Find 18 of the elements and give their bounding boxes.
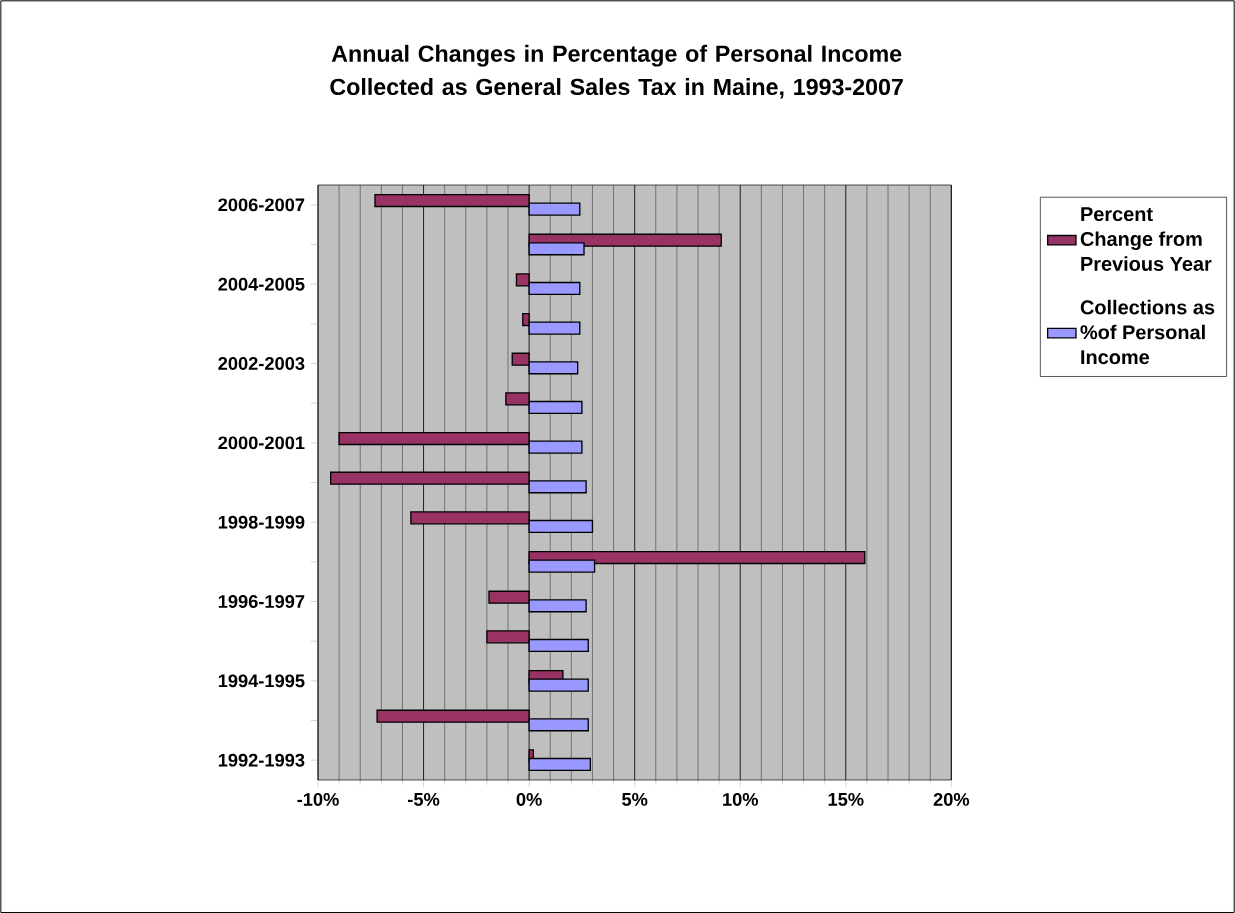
legend-label: Percent Change from Previous Year: [1080, 207, 1212, 271]
legend-label: Collections as %of Personal Income: [1080, 299, 1215, 365]
x-tick-label: -5%: [408, 792, 440, 806]
x-tick-label: 0%: [516, 792, 542, 806]
x-tick-label: 5%: [622, 792, 648, 806]
chart-title: Annual Changes in Percentage of Personal Income Collected as General Sales Tax in Maine, 1993-2007: [330, 44, 903, 99]
y-tick-label: 2002-2003: [218, 356, 305, 370]
y-tick-label: 2004-2005: [218, 277, 305, 291]
x-tick-label: 20%: [933, 792, 970, 806]
x-tick-label: 15%: [828, 792, 864, 806]
y-tick-label: 1992-1993: [218, 753, 305, 767]
x-tick-label: 10%: [723, 792, 759, 806]
y-tick-label: 1996-1997: [218, 594, 305, 608]
y-tick-label: 1998-1999: [218, 515, 305, 529]
y-tick-label: 1994-1995: [218, 674, 305, 688]
x-tick-label: -10%: [297, 792, 339, 806]
y-tick-label: 2000-2001: [218, 436, 305, 450]
y-tick-label: 2006-2007: [218, 198, 305, 212]
